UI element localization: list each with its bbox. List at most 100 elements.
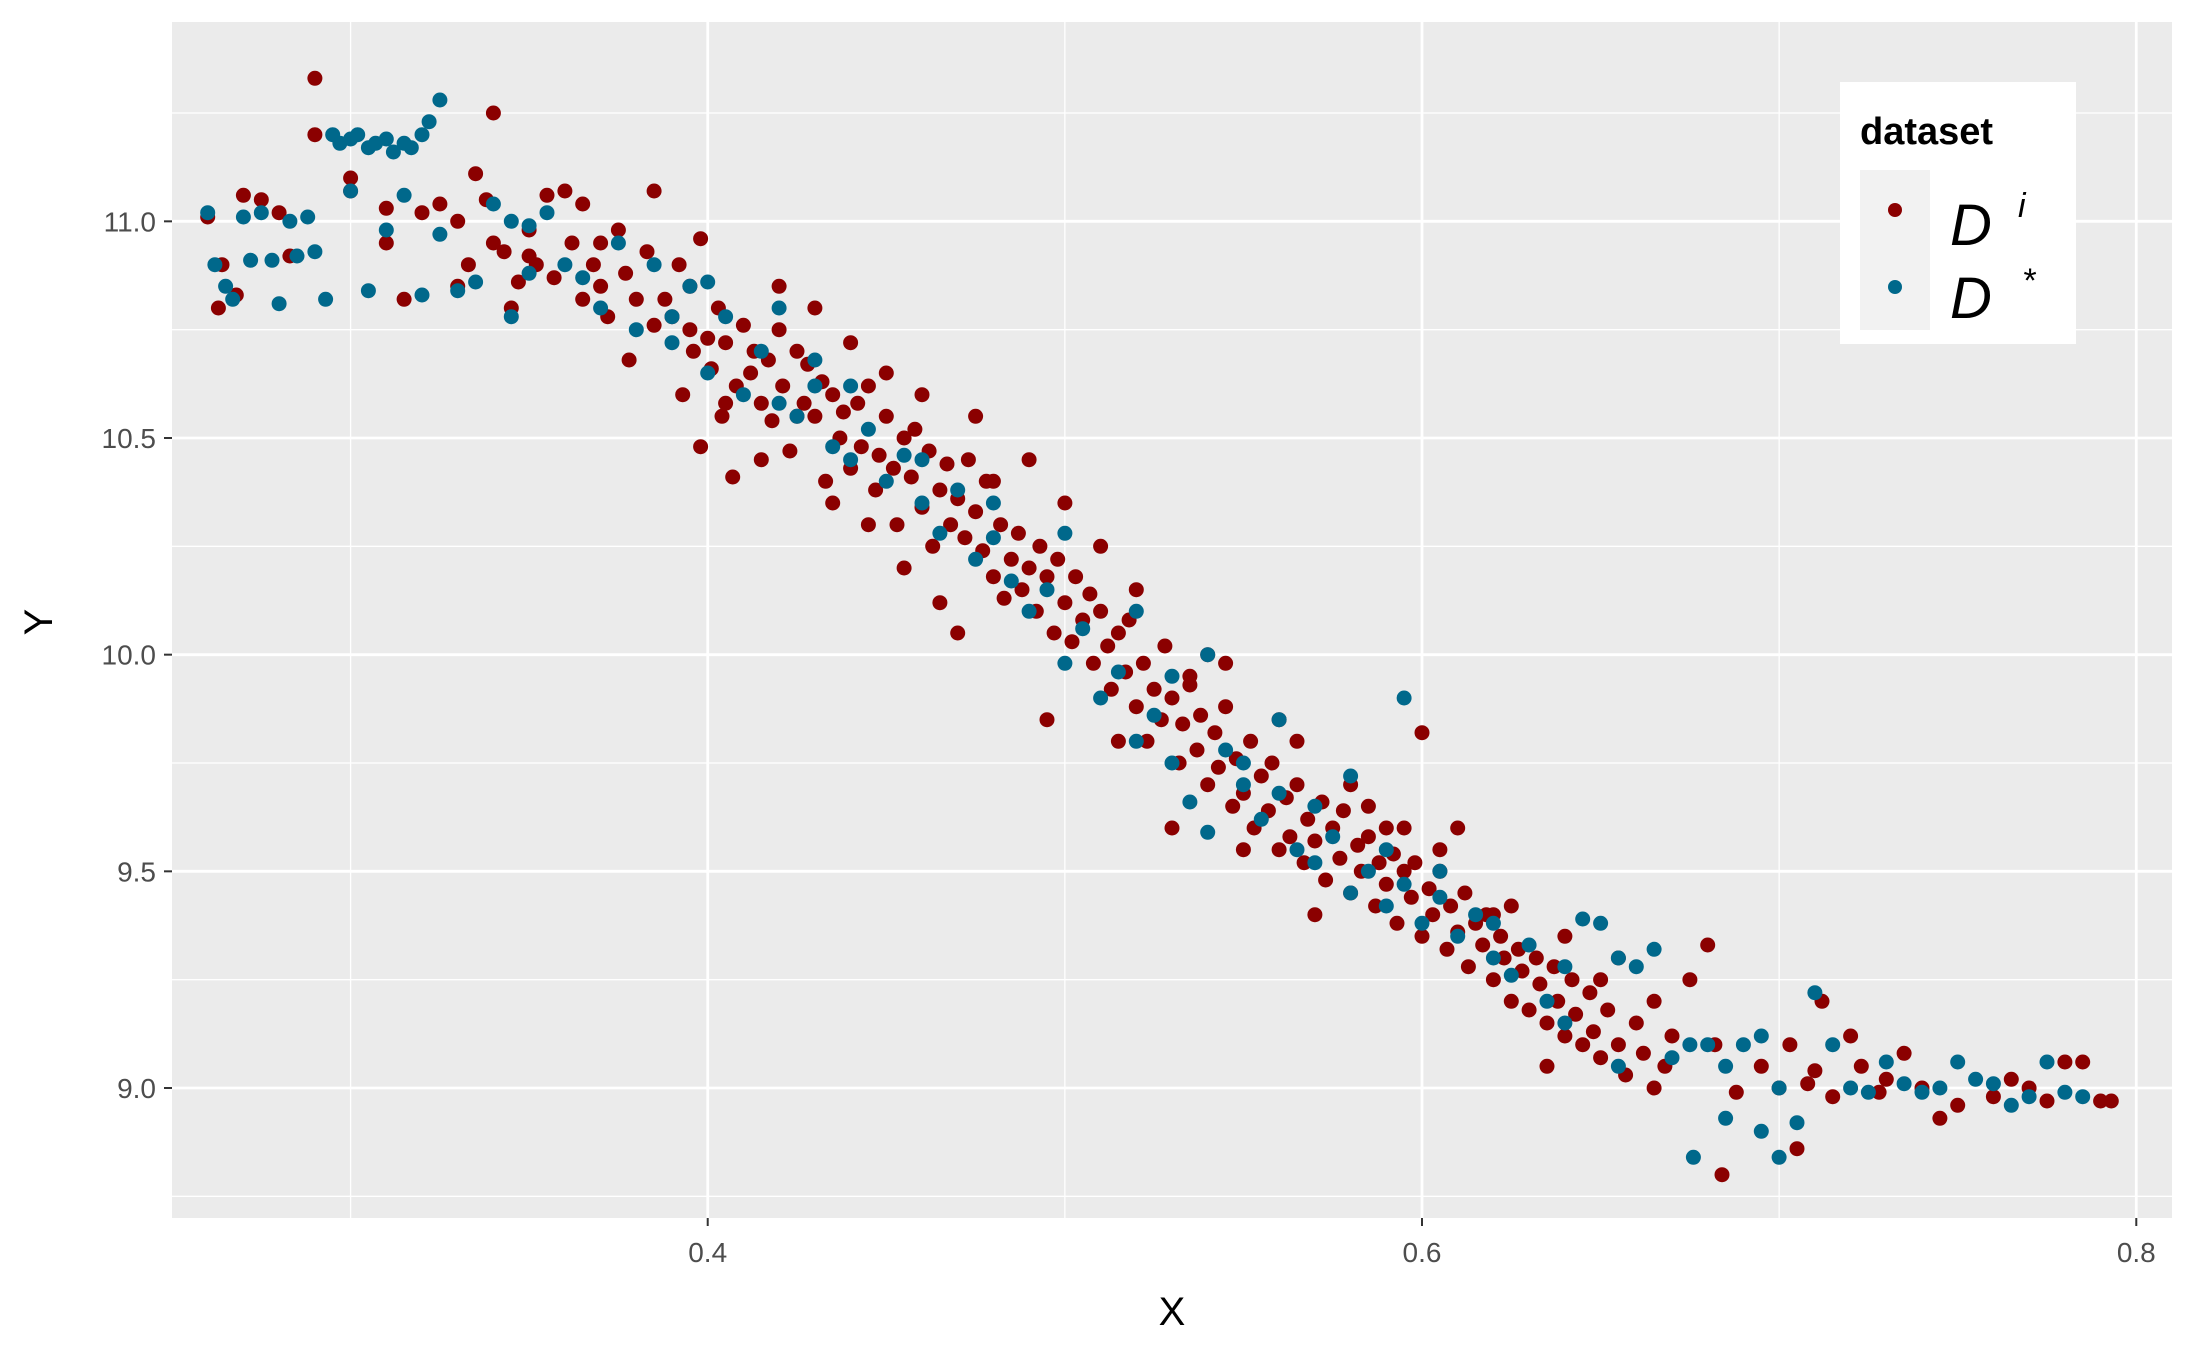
point-series-1: [557, 257, 573, 273]
point-series-0: [943, 517, 959, 533]
point-series-1: [1003, 573, 1019, 589]
point-series-0: [1307, 907, 1323, 923]
point-series-1: [1396, 690, 1412, 706]
point-series-0: [1207, 725, 1223, 741]
point-series-0: [807, 300, 823, 316]
point-series-0: [2057, 1054, 2073, 1070]
point-series-1: [378, 131, 394, 147]
point-series-1: [771, 300, 787, 316]
point-series-0: [1021, 560, 1037, 576]
point-series-0: [996, 590, 1012, 606]
point-series-0: [1871, 1084, 1887, 1100]
point-series-1: [646, 257, 662, 273]
point-series-0: [1539, 1058, 1555, 1074]
point-series-0: [771, 322, 787, 338]
point-series-1: [1700, 1037, 1716, 1053]
point-series-0: [1450, 820, 1466, 836]
point-series-0: [685, 343, 701, 359]
point-series-0: [646, 317, 662, 333]
point-series-0: [1200, 777, 1216, 793]
y-tick-label: 11.0: [104, 206, 156, 237]
point-series-0: [2039, 1093, 2055, 1109]
point-series-1: [950, 482, 966, 498]
point-series-0: [1807, 1063, 1823, 1079]
point-series-0: [1157, 638, 1173, 654]
point-series-1: [218, 278, 234, 294]
point-series-0: [1853, 1058, 1869, 1074]
point-series-0: [1243, 733, 1259, 749]
point-series-0: [714, 408, 730, 424]
point-series-1: [1985, 1076, 2001, 1092]
point-series-1: [1039, 582, 1055, 598]
data-points: [200, 70, 2119, 1183]
point-series-1: [243, 252, 259, 268]
point-series-0: [1135, 655, 1151, 671]
point-series-1: [664, 335, 680, 351]
point-series-1: [1664, 1050, 1680, 1066]
point-series-1: [843, 378, 859, 394]
point-series-0: [450, 213, 466, 229]
point-series-0: [575, 196, 591, 212]
point-series-0: [718, 335, 734, 351]
point-series-0: [1421, 881, 1437, 897]
point-series-0: [807, 408, 823, 424]
y-tick-label: 10.5: [102, 423, 157, 454]
point-series-0: [1564, 972, 1580, 988]
point-series-1: [914, 495, 930, 511]
point-series-1: [1843, 1080, 1859, 1096]
point-series-0: [1493, 928, 1509, 944]
point-series-0: [1085, 655, 1101, 671]
point-series-0: [1585, 1024, 1601, 1040]
point-series-0: [1557, 928, 1573, 944]
point-series-0: [1782, 1037, 1798, 1053]
point-series-0: [2003, 1071, 2019, 1087]
point-series-1: [1932, 1080, 1948, 1096]
point-series-0: [985, 569, 1001, 585]
point-series-1: [878, 473, 894, 489]
point-series-0: [1128, 582, 1144, 598]
point-series-1: [985, 495, 1001, 511]
point-series-0: [2103, 1093, 2119, 1109]
point-series-0: [782, 443, 798, 459]
point-series-1: [271, 296, 287, 312]
point-series-0: [1646, 1080, 1662, 1096]
point-series-1: [1503, 967, 1519, 983]
point-series-0: [1282, 829, 1298, 845]
point-series-1: [1450, 928, 1466, 944]
point-series-1: [1878, 1054, 1894, 1070]
point-series-1: [225, 291, 241, 307]
point-series-0: [907, 421, 923, 437]
point-series-0: [2075, 1054, 2091, 1070]
x-tick-label: 0.4: [688, 1237, 727, 1268]
point-series-0: [725, 469, 741, 485]
point-series-1: [1807, 985, 1823, 1001]
point-series-1: [1396, 876, 1412, 892]
point-series-0: [1332, 850, 1348, 866]
point-series-0: [557, 183, 573, 199]
point-series-1: [753, 343, 769, 359]
point-series-1: [521, 218, 537, 234]
point-series-0: [796, 395, 812, 411]
point-series-0: [1432, 842, 1448, 858]
point-series-0: [621, 352, 637, 368]
point-series-1: [1343, 885, 1359, 901]
point-series-0: [1503, 993, 1519, 1009]
point-series-1: [1057, 655, 1073, 671]
point-series-1: [1057, 525, 1073, 541]
point-series-0: [1360, 829, 1376, 845]
point-series-1: [432, 226, 448, 242]
point-series-0: [575, 291, 591, 307]
point-series-1: [2075, 1089, 2091, 1105]
point-series-0: [835, 404, 851, 420]
point-series-0: [939, 456, 955, 472]
point-series-0: [1103, 681, 1119, 697]
point-series-0: [210, 300, 226, 316]
point-series-0: [1021, 452, 1037, 468]
point-series-1: [1128, 603, 1144, 619]
point-series-1: [1914, 1084, 1930, 1100]
point-series-1: [1825, 1037, 1841, 1053]
point-series-0: [1003, 551, 1019, 567]
point-series-1: [1718, 1058, 1734, 1074]
point-series-1: [1164, 755, 1180, 771]
point-series-0: [1932, 1110, 1948, 1126]
